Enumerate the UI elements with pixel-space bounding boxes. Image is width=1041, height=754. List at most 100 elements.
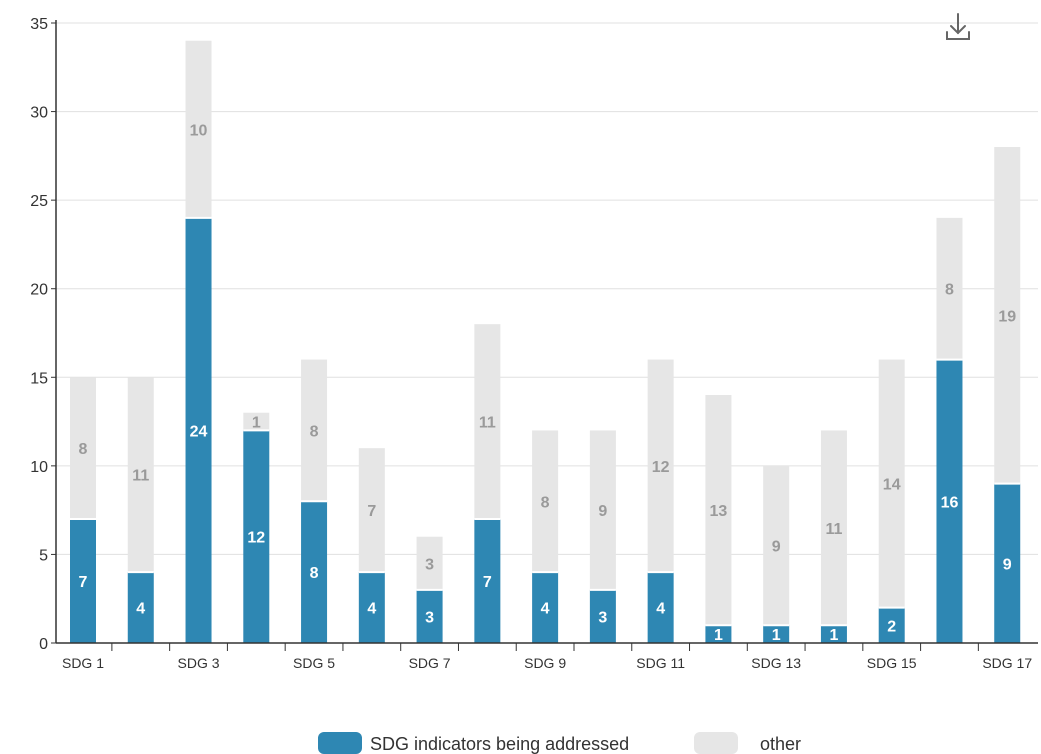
data-label-addressed: 2 [887, 618, 896, 635]
data-label-other: 1 [252, 415, 261, 432]
y-tick-label: 15 [30, 370, 48, 387]
bar-segment-addressed[interactable] [416, 589, 443, 643]
bar-segment-addressed[interactable] [994, 483, 1021, 643]
axis-layer: 0 5 10 15 20 25 30 35 SDG 1 SDG 3 SDG 5 SDG 7 SDG 9 S… [30, 16, 1038, 671]
bar-segment-other[interactable] [416, 536, 443, 590]
data-label-addressed: 16 [941, 494, 959, 511]
data-label-other: 12 [652, 459, 670, 476]
bar-segment-other[interactable] [127, 377, 154, 573]
bar-segment-addressed[interactable] [301, 501, 328, 643]
bar-segment-addressed[interactable] [70, 519, 96, 643]
data-label-addressed: 4 [656, 601, 665, 618]
bar-segment-other[interactable] [589, 430, 616, 590]
legend-item-other[interactable]: other [694, 732, 801, 754]
bar-segment-other[interactable] [358, 448, 385, 573]
x-tick-label: SDG 5 [293, 655, 335, 671]
data-label-addressed: 1 [772, 627, 781, 644]
data-label-addressed: 24 [190, 423, 208, 440]
bar-segment-other[interactable] [185, 40, 212, 218]
data-label-addressed: 9 [1003, 556, 1012, 573]
bar-segment-addressed[interactable] [647, 572, 674, 643]
y-tick-label: 5 [39, 547, 48, 564]
x-tick-label: SDG 17 [982, 655, 1032, 671]
bar-segment-addressed[interactable] [127, 572, 154, 643]
bar-segment-addressed[interactable] [878, 607, 905, 643]
data-label-addressed: 12 [247, 530, 265, 547]
data-label-other: 8 [310, 423, 319, 440]
data-label-other: 14 [883, 477, 901, 494]
data-label-other: 8 [79, 441, 88, 458]
legend-label: other [760, 734, 801, 754]
data-label-addressed: 4 [136, 601, 145, 618]
data-label-addressed: 1 [714, 627, 723, 644]
y-tick-label: 10 [30, 459, 48, 476]
bar-segment-other[interactable] [994, 147, 1021, 484]
data-label-addressed: 3 [425, 609, 434, 626]
bar-segment-addressed[interactable] [705, 625, 732, 643]
bar-segment-other[interactable] [705, 395, 732, 626]
bar-segment-addressed[interactable] [532, 572, 559, 643]
data-label-other: 8 [945, 282, 954, 299]
bar-segment-other[interactable] [243, 412, 270, 431]
bar-segment-other[interactable] [70, 377, 96, 519]
x-tick-label: SDG 15 [867, 655, 917, 671]
x-tick-label: SDG 1 [62, 655, 104, 671]
legend-item-addressed[interactable]: SDG indicators being addressed [318, 732, 629, 754]
bar-segment-other[interactable] [301, 359, 328, 502]
download-button[interactable] [942, 10, 974, 44]
bar-segment-other[interactable] [820, 430, 847, 626]
y-tick-label: 30 [30, 105, 48, 122]
data-label-addressed: 1 [829, 627, 838, 644]
bar-segment-addressed[interactable] [243, 430, 270, 643]
data-label-addressed: 7 [483, 574, 492, 591]
bar-segment-addressed[interactable] [589, 589, 616, 643]
bar-segment-other[interactable] [474, 324, 501, 519]
data-label-addressed: 7 [79, 574, 88, 591]
download-icon [946, 13, 970, 40]
bar-segment-addressed[interactable] [936, 359, 963, 643]
grid-layer [56, 22, 1038, 555]
x-tick-label: SDG 3 [178, 655, 220, 671]
y-tick-label: 35 [30, 16, 48, 33]
bar-segment-addressed[interactable] [474, 519, 501, 643]
y-tick-label: 20 [30, 282, 48, 299]
data-label-other: 11 [825, 521, 842, 538]
data-label-other: 11 [479, 415, 496, 432]
data-label-other: 9 [772, 539, 781, 556]
labels-layer: 7841124101218847337114839412113191112141… [79, 122, 1017, 644]
data-label-addressed: 4 [541, 601, 550, 618]
bar-segment-addressed[interactable] [358, 572, 385, 643]
x-tick-label: SDG 13 [751, 655, 801, 671]
bar-segment-other[interactable] [936, 217, 963, 360]
bars-layer [70, 40, 1021, 643]
x-tick-label: SDG 7 [409, 655, 451, 671]
legend-label: SDG indicators being addressed [370, 734, 629, 754]
bar-segment-other[interactable] [647, 359, 674, 573]
x-tick-label: SDG 9 [524, 655, 566, 671]
bar-segment-addressed[interactable] [185, 217, 212, 643]
legend-swatch [318, 732, 362, 754]
data-label-other: 13 [710, 503, 728, 520]
data-label-other: 10 [190, 122, 208, 139]
y-tick-label: 25 [30, 193, 48, 210]
data-label-other: 8 [541, 494, 550, 511]
bar-segment-addressed[interactable] [763, 625, 790, 643]
x-tick-label: SDG 11 [636, 655, 685, 671]
bar-segment-other[interactable] [763, 465, 790, 626]
bar-segment-addressed[interactable] [820, 625, 847, 643]
data-label-addressed: 4 [367, 601, 376, 618]
legend: SDG indicators being addressed other [318, 732, 801, 754]
y-tick-label: 0 [39, 636, 48, 653]
data-label-other: 3 [425, 556, 434, 573]
data-label-addressed: 8 [310, 565, 319, 582]
data-label-other: 9 [598, 503, 607, 520]
bar-segment-other[interactable] [878, 359, 905, 608]
data-label-addressed: 3 [598, 609, 607, 626]
data-label-other: 11 [132, 468, 149, 485]
legend-swatch [694, 732, 738, 754]
data-label-other: 19 [998, 308, 1016, 325]
bar-segment-other[interactable] [532, 430, 559, 573]
data-label-other: 7 [367, 503, 376, 520]
